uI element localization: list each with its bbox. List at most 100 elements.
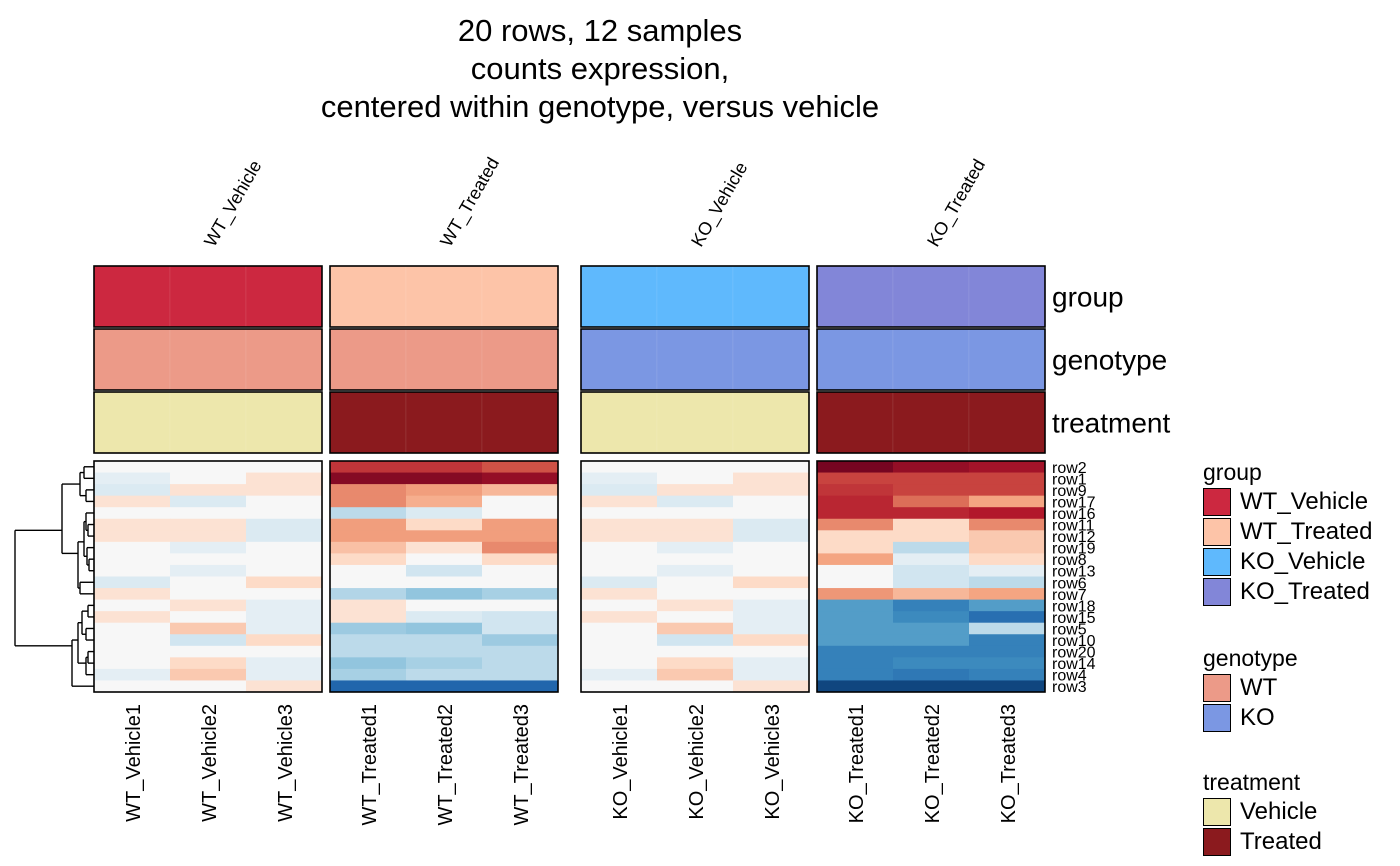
annotation-cell	[329, 391, 407, 454]
heatmap-cell	[581, 495, 658, 508]
heatmap-cell	[406, 507, 483, 520]
annotation-cell	[732, 391, 810, 454]
heatmap-cell	[581, 611, 658, 624]
heatmap-cell	[330, 530, 407, 543]
legend-title-genotype: genotype	[1203, 645, 1298, 671]
annotation-cell	[405, 391, 483, 454]
annotation-cell	[580, 328, 658, 391]
heatmap-cell	[94, 680, 171, 693]
row-label: row2	[1052, 460, 1087, 477]
heatmap-cell	[170, 634, 247, 647]
heatmap-cell	[246, 599, 323, 612]
annotation-cell	[968, 328, 1046, 391]
heatmap-cell	[94, 518, 171, 531]
heatmap-cell	[94, 657, 171, 670]
heatmap-cell	[969, 564, 1046, 577]
column-label: KO_Vehicle2	[686, 704, 708, 820]
heatmap-cell	[733, 645, 810, 658]
heatmap-cell	[581, 518, 658, 531]
annotation-cell	[405, 328, 483, 391]
column-label: KO_Treated2	[922, 704, 944, 823]
heatmap-cell	[817, 495, 894, 508]
legend-label: WT	[1240, 674, 1278, 701]
row-label: row15	[1052, 610, 1096, 627]
heatmap-cell	[94, 472, 171, 485]
row-label: row16	[1052, 506, 1096, 523]
annotation-cell	[892, 391, 970, 454]
row-label: row14	[1052, 656, 1096, 673]
heatmap-chart: WT_Vehicle WT_Treated KO_Vehicle KO_Treated…	[14, 154, 1170, 826]
legend-swatch	[1203, 798, 1231, 826]
legend-item-ko-vehicle: KO_Vehicle	[1203, 547, 1372, 577]
heatmap-cell	[657, 622, 734, 635]
heatmap-cell	[170, 657, 247, 670]
heatmap-cell	[330, 657, 407, 670]
heatmap-cell	[406, 495, 483, 508]
heatmap-cell	[170, 495, 247, 508]
heatmap-cell	[817, 461, 894, 473]
annotation-border	[329, 265, 559, 328]
heatmap-cell	[246, 518, 323, 531]
heatmap-cell	[969, 576, 1046, 589]
heatmap-cell	[733, 668, 810, 681]
annotation-cell	[732, 328, 810, 391]
annotation-label: genotype	[1052, 345, 1167, 376]
heatmap-cell	[482, 657, 559, 670]
group-header-label: KO_Treated	[923, 156, 990, 251]
heatmap-cell	[482, 634, 559, 647]
heatmap-cell	[733, 680, 810, 693]
heatmap-cell	[893, 553, 970, 566]
row-label: row19	[1052, 541, 1096, 558]
heatmap-cell	[94, 668, 171, 681]
annotation-cell	[816, 391, 894, 454]
legend-label: KO	[1240, 704, 1275, 731]
heatmap-cell	[94, 611, 171, 624]
heatmap-cell	[893, 611, 970, 624]
heatmap-cell	[657, 564, 734, 577]
heatmap-cell	[893, 495, 970, 508]
heatmap-cell	[170, 461, 247, 473]
heatmap-cell	[246, 564, 323, 577]
heatmap-cell	[406, 518, 483, 531]
heatmap-cell	[170, 530, 247, 543]
heatmap-cell	[969, 553, 1046, 566]
heatmap-cell	[406, 472, 483, 485]
heatmap-cell	[969, 472, 1046, 485]
heatmap-cell	[657, 553, 734, 566]
legend-swatch	[1203, 488, 1231, 516]
legend-title-treatment: treatment	[1203, 769, 1301, 795]
heatmap-cell	[817, 622, 894, 635]
heatmap-cell	[246, 576, 323, 589]
heatmap-cell	[657, 680, 734, 693]
heatmap-cell	[482, 576, 559, 589]
heatmap-cell	[406, 599, 483, 612]
heatmap-cell	[969, 668, 1046, 681]
heatmap-cell	[969, 541, 1046, 554]
heatmap-cell	[969, 461, 1046, 473]
heatmap-cell	[733, 588, 810, 600]
heatmap-cell	[94, 541, 171, 554]
heatmap-cell	[482, 507, 559, 520]
heatmap-cell	[581, 472, 658, 485]
heatmap-cell	[893, 622, 970, 635]
row-label: row3	[1052, 679, 1087, 696]
heatmap-cell	[969, 588, 1046, 600]
heatmap-cell	[733, 530, 810, 543]
column-label: KO_Treated3	[998, 704, 1020, 823]
heatmap-cell	[657, 518, 734, 531]
heatmap-cell	[817, 634, 894, 647]
heatmap-cell	[406, 576, 483, 589]
heatmap-cell	[246, 588, 323, 600]
heatmap-cell	[246, 553, 323, 566]
heatmap-cell	[657, 507, 734, 520]
heatmap-cell	[581, 564, 658, 577]
heatmap-cell	[733, 634, 810, 647]
heatmap-cell	[246, 507, 323, 520]
heatmap-cell	[817, 657, 894, 670]
heatmap-cell	[817, 599, 894, 612]
heatmap-cell	[969, 645, 1046, 658]
legend-genotype: genotype WT KO	[1203, 643, 1298, 733]
annotation-cell	[93, 265, 171, 328]
heatmap-cell	[482, 680, 559, 693]
heatmap-cell	[246, 622, 323, 635]
